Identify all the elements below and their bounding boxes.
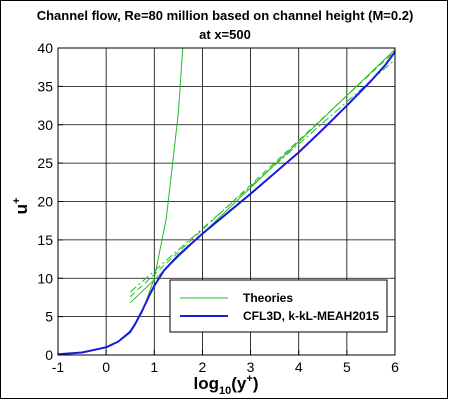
x-tick-label: 3 <box>247 359 255 375</box>
series-line-theory <box>129 59 395 293</box>
series-line-theory <box>129 50 395 298</box>
series-line-theory <box>58 48 184 355</box>
x-tick-label: -1 <box>52 359 65 375</box>
x-tick-label: 4 <box>295 359 303 375</box>
series-group <box>58 48 395 355</box>
legend: Theories CFL3D, k-kL-MEAH2015 <box>169 279 388 333</box>
y-axis-title: u+ <box>11 198 31 215</box>
x-tick-label: 5 <box>343 359 351 375</box>
y-tick-label: 0 <box>45 347 53 363</box>
y-tick-label: 25 <box>37 155 53 171</box>
x-tick-label: 2 <box>199 359 207 375</box>
x-tick-label: 6 <box>391 359 399 375</box>
y-tick-label: 10 <box>37 270 53 286</box>
chart-subtitle: at x=500 <box>199 27 251 42</box>
legend-label-cfl3d: CFL3D, k-kL-MEAH2015 <box>243 309 379 323</box>
series-line-cfl3d <box>58 51 395 355</box>
y-tick-label: 20 <box>37 194 53 210</box>
chart-title: Channel flow, Re=80 million based on cha… <box>36 8 414 23</box>
y-tick-label: 5 <box>45 309 53 325</box>
x-tick-label: 0 <box>102 359 110 375</box>
y-tick-label: 30 <box>37 117 53 133</box>
y-tick-label: 15 <box>37 232 53 248</box>
y-tick-label: 40 <box>37 40 53 56</box>
legend-label-theories: Theories <box>243 291 293 305</box>
y-tick-label: 35 <box>37 78 53 94</box>
legend-box <box>169 279 388 333</box>
x-tick-label: 1 <box>150 359 158 375</box>
x-axis-title: log10(y+) <box>194 373 259 397</box>
